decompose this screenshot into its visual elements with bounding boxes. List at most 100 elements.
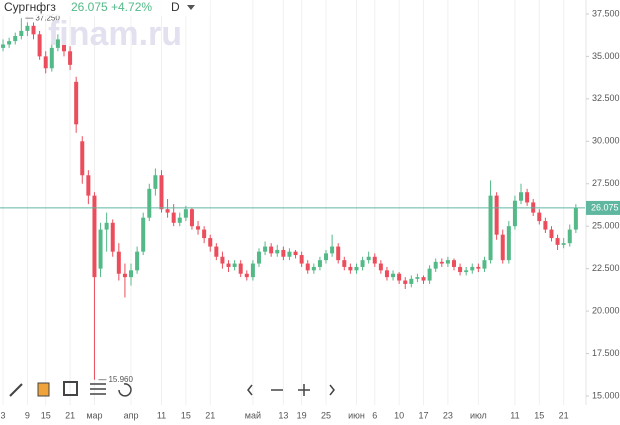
candle-body	[122, 273, 127, 278]
x-tick-label: 17	[419, 410, 429, 420]
candle-body	[366, 256, 371, 261]
candle-body	[512, 200, 517, 227]
candle-body	[25, 25, 30, 31]
candle-body	[567, 229, 572, 244]
x-tick-label: 13	[278, 410, 288, 420]
candle-body	[147, 188, 152, 218]
candle-body	[13, 36, 18, 42]
x-tick-label: 21	[559, 410, 569, 420]
scroll-right[interactable]	[329, 384, 335, 396]
x-tick-label: 15	[41, 410, 51, 420]
candle-body	[141, 217, 146, 252]
template-icon[interactable]	[37, 382, 50, 397]
y-tick-label: 17.500	[592, 348, 620, 358]
candle-body	[305, 263, 310, 271]
candle-body	[397, 273, 402, 281]
x-tick-label: 23	[443, 410, 453, 420]
candle-body	[55, 39, 60, 48]
candle-body	[378, 263, 383, 271]
candle-body	[104, 222, 109, 230]
candle-body	[519, 192, 524, 201]
candle-body	[214, 246, 219, 257]
candle-body	[43, 56, 48, 69]
candle-body	[384, 270, 389, 278]
candle-body	[153, 175, 158, 189]
candle-body	[451, 260, 456, 267]
x-tick-label: 25	[321, 410, 331, 420]
candle-body	[439, 261, 444, 264]
candle-body	[494, 195, 499, 235]
candle-body	[68, 51, 73, 65]
candle-body	[458, 266, 463, 273]
candle-body	[561, 243, 566, 245]
candle-body	[202, 229, 207, 239]
x-tick-label: 10	[394, 410, 404, 420]
candle-body	[177, 217, 182, 223]
y-tick-label: 35.000	[592, 51, 620, 61]
x-tick-label: апр	[124, 410, 139, 420]
candle-body	[372, 256, 377, 264]
marker-label: 15.960	[108, 375, 133, 384]
candle-body	[311, 266, 316, 271]
candle-body	[281, 249, 286, 257]
candle-body	[525, 192, 530, 203]
candle-body	[31, 25, 36, 35]
candle-body	[421, 277, 426, 281]
undo-icon[interactable]	[118, 383, 132, 397]
candle-body	[336, 246, 341, 261]
candle-body	[74, 81, 79, 125]
y-tick-label: 27.500	[592, 178, 620, 188]
candle-body	[232, 263, 237, 267]
candle-body	[324, 253, 329, 261]
y-tick-label: 32.500	[592, 93, 620, 103]
interval-dropdown[interactable]	[187, 5, 195, 10]
settings-icon[interactable]	[90, 383, 106, 395]
header-bg	[0, 0, 210, 16]
x-tick-label: май	[245, 410, 261, 420]
candle-body	[415, 277, 420, 279]
watermark: finam.ru	[48, 15, 182, 53]
candle-body	[183, 209, 188, 218]
candle-body	[555, 238, 560, 245]
candle-body	[196, 226, 201, 230]
pencil-icon[interactable]	[9, 383, 23, 397]
y-tick-label: 15.000	[592, 390, 620, 400]
candle-body	[7, 41, 12, 45]
scroll-left[interactable]	[247, 384, 253, 396]
candle-body	[500, 234, 505, 261]
x-tick-label: 19	[297, 410, 307, 420]
x-tick-label: 21	[205, 410, 215, 420]
candle-body	[482, 260, 487, 269]
candle-body	[317, 260, 322, 267]
x-tick-label: 11	[510, 410, 519, 420]
x-tick-label: 9	[25, 410, 30, 420]
candle-body	[37, 34, 42, 57]
symbol[interactable]: Сургнфгз	[4, 0, 56, 14]
x-tick-label: 3	[1, 410, 6, 420]
interval[interactable]: D	[171, 0, 180, 14]
candle-body	[92, 195, 97, 278]
y-tick-label: 20.000	[592, 305, 620, 315]
candle-body	[299, 255, 304, 264]
candle-body	[476, 266, 481, 269]
x-tick-label: июл	[470, 410, 487, 420]
zoom-in[interactable]	[298, 384, 310, 396]
candle-body	[433, 261, 438, 269]
change: +4.72%	[111, 0, 152, 14]
candle-body	[238, 263, 243, 274]
candle-body	[445, 260, 450, 264]
candle-body	[488, 195, 493, 261]
candle-body	[244, 273, 249, 278]
candle-body	[269, 246, 274, 254]
price: 26.075	[71, 0, 108, 14]
candle-body	[348, 266, 353, 271]
candle-body	[287, 251, 292, 257]
candle-body	[256, 251, 261, 264]
candle-body	[1, 44, 6, 48]
candle-body	[116, 251, 121, 274]
add-icon[interactable]	[63, 381, 78, 396]
candle-body	[86, 175, 91, 196]
candle-body	[19, 30, 24, 36]
